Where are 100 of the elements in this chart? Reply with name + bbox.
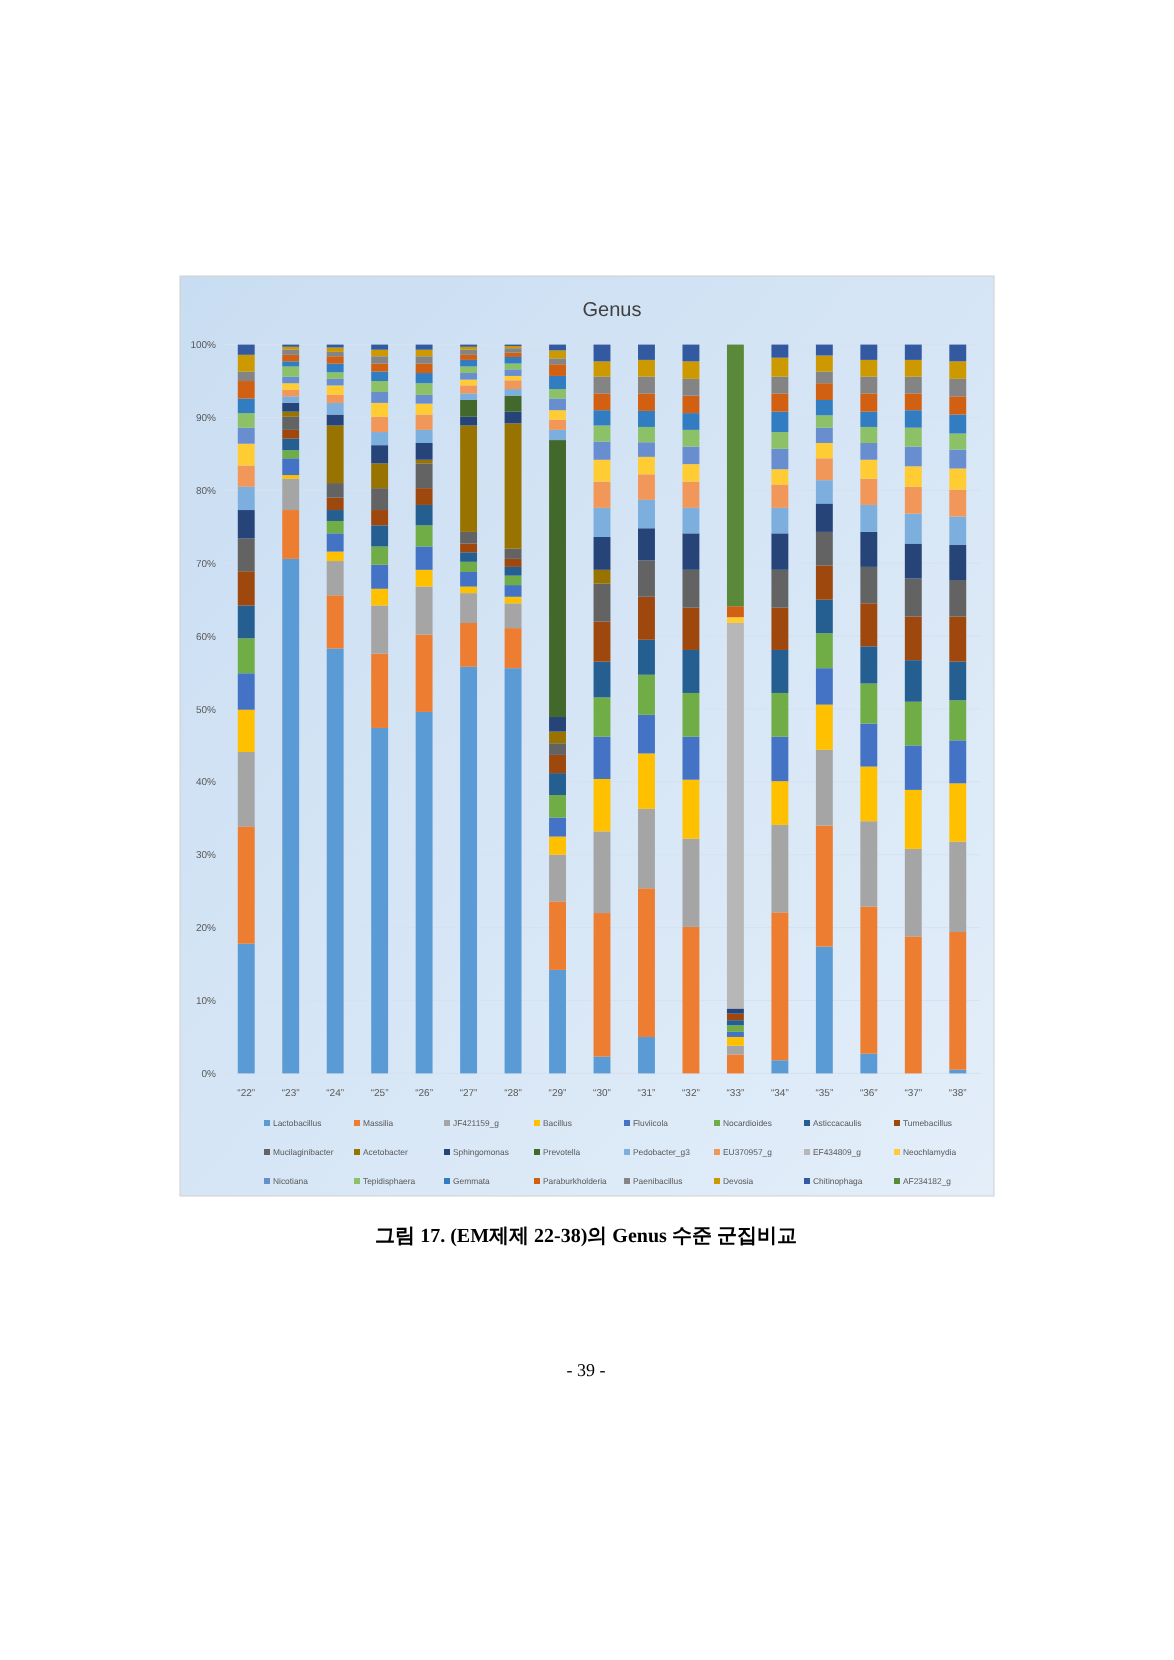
bar [815,383,833,400]
bar [860,359,878,377]
bar [771,448,789,470]
bar [282,450,300,459]
bar [771,824,789,913]
bar [726,1036,744,1046]
bar [815,599,833,634]
bar [371,727,389,1074]
bar [371,546,389,565]
bar [860,646,878,684]
bar [815,458,833,481]
bar [460,571,478,587]
bar [860,459,878,479]
bar [415,634,433,712]
bar [815,480,833,504]
bar [904,376,922,394]
bar [282,376,300,384]
bar [326,483,344,498]
bar [682,507,700,534]
bar [237,752,255,827]
bar [415,525,433,547]
bar [326,561,344,596]
bar [904,616,922,661]
bar [371,416,389,433]
bar [549,754,566,774]
bar [415,711,433,1074]
bar [282,458,300,476]
bar [504,389,522,396]
bar [237,571,255,606]
bar [904,789,922,849]
bar [237,413,255,428]
bar [504,356,522,364]
bar [326,497,344,511]
bar [860,566,878,604]
bar [460,593,478,623]
bar [504,603,522,629]
bar [504,585,522,597]
bar [771,376,789,394]
bar [504,668,522,1074]
bar [638,456,655,475]
bar [726,344,744,607]
bar [371,391,389,403]
bar [860,376,878,394]
bar [371,381,389,392]
bar [237,443,255,466]
bar [371,356,389,364]
bar [860,723,878,767]
bar [326,351,344,357]
bar [504,423,522,549]
bar [860,411,878,427]
bar [638,714,655,754]
bar [638,474,655,500]
bar [593,441,611,460]
bar [949,378,967,397]
bar [860,504,878,532]
bar [371,525,389,547]
bar [326,356,344,364]
bar [771,533,789,570]
bar [638,393,655,411]
bar [815,946,833,1074]
bar [282,411,300,417]
bar [771,736,789,782]
bar [904,701,922,746]
bar [638,560,655,597]
bar [638,499,655,529]
bar [237,427,255,444]
bar [682,464,700,482]
bar [815,355,833,372]
bar [860,531,878,567]
bar [949,449,967,469]
bar [415,373,433,384]
bar [593,537,611,570]
bar [682,838,700,927]
bar [282,429,300,439]
bar [771,692,789,737]
bar [860,821,878,907]
bar [415,586,433,635]
bar [949,516,967,546]
bar [282,349,300,355]
bar [726,1054,744,1074]
bar [860,442,878,460]
bar [904,446,922,467]
bar [815,344,833,356]
bar [237,709,255,752]
bar [326,520,344,534]
bar [682,429,700,447]
bar [326,402,344,415]
bar [593,569,611,584]
bar [682,446,700,465]
bar [904,543,922,579]
bar [282,438,300,451]
bar [949,616,967,662]
bar [371,463,389,489]
bar [415,463,433,489]
bar [593,661,611,698]
bar [237,538,255,572]
bar [771,393,789,412]
bar [549,773,566,795]
bar [593,459,611,482]
bar [282,361,300,367]
